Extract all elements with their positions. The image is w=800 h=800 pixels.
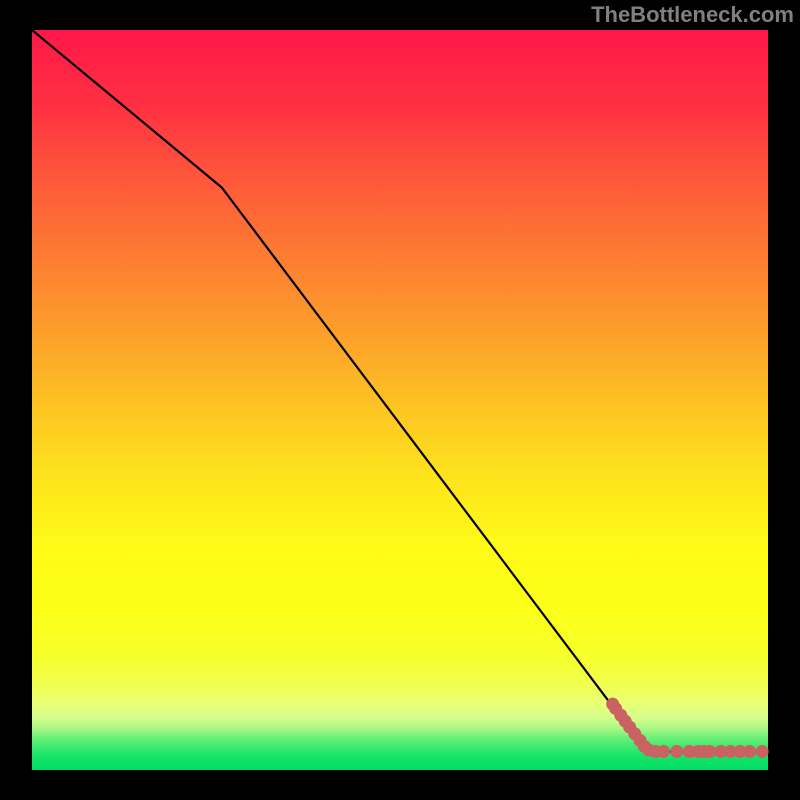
scatter-point	[756, 745, 769, 758]
scatter-point	[743, 745, 756, 758]
plot-background	[32, 30, 768, 770]
canvas: TheBottleneck.com	[0, 0, 800, 800]
scatter-point	[670, 745, 683, 758]
watermark-text: TheBottleneck.com	[591, 0, 800, 28]
scatter-point	[657, 745, 670, 758]
chart-svg	[0, 0, 800, 800]
